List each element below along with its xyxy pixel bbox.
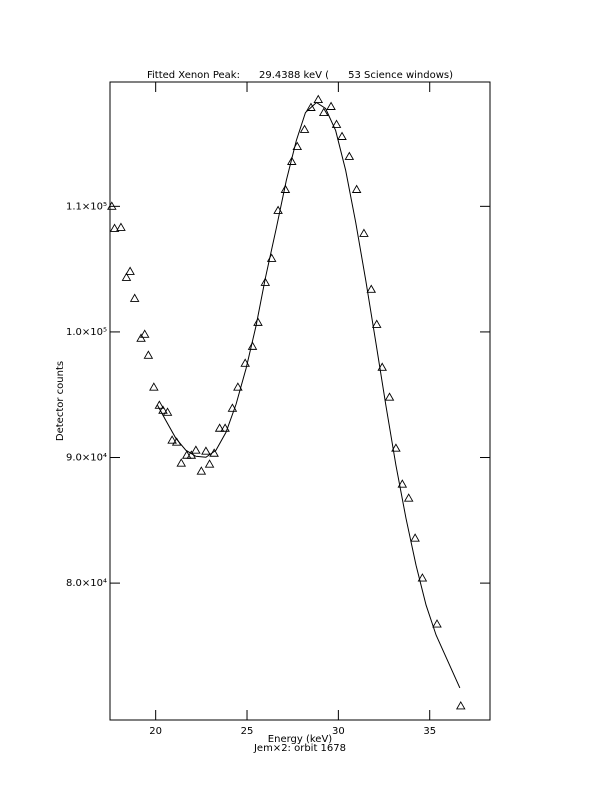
data-point [129,293,140,302]
data-point [149,382,159,391]
data-point [154,400,165,409]
data-point [204,459,215,468]
data-point [318,107,329,116]
data-point [344,151,355,160]
plot-frame [109,81,491,721]
x-tick-label: 20 [149,726,162,737]
data-point [233,382,243,391]
fit-line [157,101,461,689]
data-point [116,222,126,231]
data-point [410,533,420,542]
data-point [227,403,238,412]
y-tick-label: 1.1×10⁵ [66,201,107,212]
data-point [260,277,271,286]
data-point [247,341,258,350]
data-point [417,573,428,582]
x-axis-label: Energy (keV) [268,734,333,745]
data-point [171,437,182,446]
data-point [359,228,369,237]
data-point [201,446,211,455]
data-point [253,317,263,326]
data-point [176,458,187,467]
data-point [287,156,297,165]
data-point [162,407,173,416]
data-point [292,141,303,151]
data-point [306,102,316,111]
data-point [326,101,336,110]
data-point [109,223,120,232]
data-point [167,435,177,444]
data-point [273,205,283,214]
data-point [384,392,395,401]
data-point [391,443,401,452]
x-tick-label: 25 [241,726,254,737]
data-point [266,253,277,262]
data-point [455,701,466,710]
data-point [403,493,414,502]
data-point [397,479,408,488]
data-point [191,445,201,454]
data-point [432,619,442,628]
data-point [107,201,117,210]
data-point [181,450,192,459]
data-point [121,272,132,281]
data-point [209,448,219,457]
y-tick-label: 8.0×10⁴ [66,578,107,589]
data-point [125,266,135,275]
x-tick-label: 30 [332,726,345,737]
data-point [377,362,387,371]
data-point [280,184,291,193]
data-point [220,423,230,432]
data-point [351,184,362,193]
y-tick-label: 9.0×10⁴ [66,453,107,464]
data-point [337,131,347,140]
data-point [139,329,150,338]
data-point [136,333,146,342]
data-point [214,423,225,432]
data-point [366,284,377,293]
y-tick-label: 1.0×10⁵ [66,327,107,338]
x-tick-label: 35 [423,726,436,737]
chart-title: Fitted Xenon Peak: 29.4388 keV ( 53 Scie… [147,70,453,81]
y-axis-label: Detector counts [55,361,66,441]
data-point [240,358,250,367]
subtitle: Jem×2: orbit 1678 [253,743,346,754]
data-point [371,319,382,328]
data-point [186,450,197,459]
data-point [143,350,154,359]
data-point [299,124,310,133]
data-point [331,119,342,128]
data-point [313,94,324,104]
data-point [158,405,168,414]
data-point [196,466,207,475]
